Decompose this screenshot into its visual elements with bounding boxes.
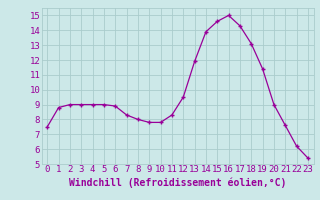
X-axis label: Windchill (Refroidissement éolien,°C): Windchill (Refroidissement éolien,°C) — [69, 177, 286, 188]
